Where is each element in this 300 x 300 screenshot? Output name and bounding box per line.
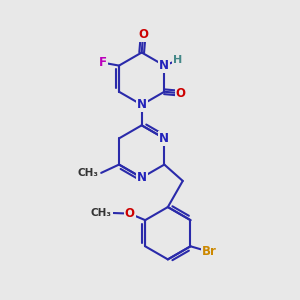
Text: N: N — [137, 98, 147, 111]
Text: H: H — [173, 55, 182, 65]
Text: N: N — [159, 132, 169, 145]
Text: O: O — [176, 87, 186, 100]
Text: Br: Br — [202, 245, 216, 258]
Text: O: O — [138, 28, 148, 41]
Text: F: F — [99, 56, 107, 69]
Text: CH₃: CH₃ — [78, 169, 99, 178]
Text: O: O — [125, 207, 135, 220]
Text: N: N — [159, 59, 169, 72]
Text: N: N — [137, 171, 147, 184]
Text: CH₃: CH₃ — [91, 208, 112, 218]
